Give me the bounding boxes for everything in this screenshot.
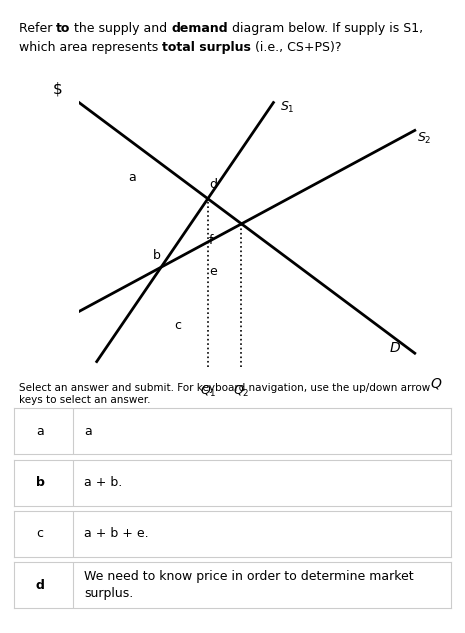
Text: $Q_2$: $Q_2$ — [233, 384, 250, 399]
Text: c: c — [174, 319, 181, 332]
Text: a: a — [128, 172, 136, 184]
Text: b: b — [36, 476, 45, 489]
Text: D: D — [390, 341, 401, 354]
Text: Q: Q — [431, 377, 441, 391]
Text: c: c — [37, 527, 44, 541]
Text: d: d — [36, 579, 45, 592]
Text: e: e — [209, 265, 217, 278]
Text: We need to know price in order to determine market
surplus.: We need to know price in order to determ… — [84, 570, 413, 600]
Text: $Q_1$: $Q_1$ — [199, 384, 216, 399]
Text: Select an answer and submit. For keyboard navigation, use the up/down arrow
keys: Select an answer and submit. For keyboar… — [19, 383, 430, 404]
Text: a + b.: a + b. — [84, 476, 122, 489]
Text: to: to — [56, 22, 70, 35]
Text: demand: demand — [172, 22, 228, 35]
Text: which area represents: which area represents — [19, 41, 162, 54]
Text: (i.e., CS+PS)?: (i.e., CS+PS)? — [251, 41, 341, 54]
Text: diagram below. If supply is S1,: diagram below. If supply is S1, — [228, 22, 423, 35]
Text: $: $ — [53, 81, 63, 96]
Text: $S_2$: $S_2$ — [417, 131, 431, 146]
Text: $S_1$: $S_1$ — [280, 100, 295, 115]
Text: b: b — [153, 249, 161, 262]
Text: a: a — [84, 425, 92, 438]
Text: a: a — [36, 425, 44, 438]
Text: total surplus: total surplus — [162, 41, 251, 54]
Text: f: f — [209, 234, 213, 247]
Text: Refer: Refer — [19, 22, 56, 35]
Text: a + b + e.: a + b + e. — [84, 527, 148, 541]
Text: the supply and: the supply and — [70, 22, 172, 35]
Text: d: d — [209, 179, 217, 191]
